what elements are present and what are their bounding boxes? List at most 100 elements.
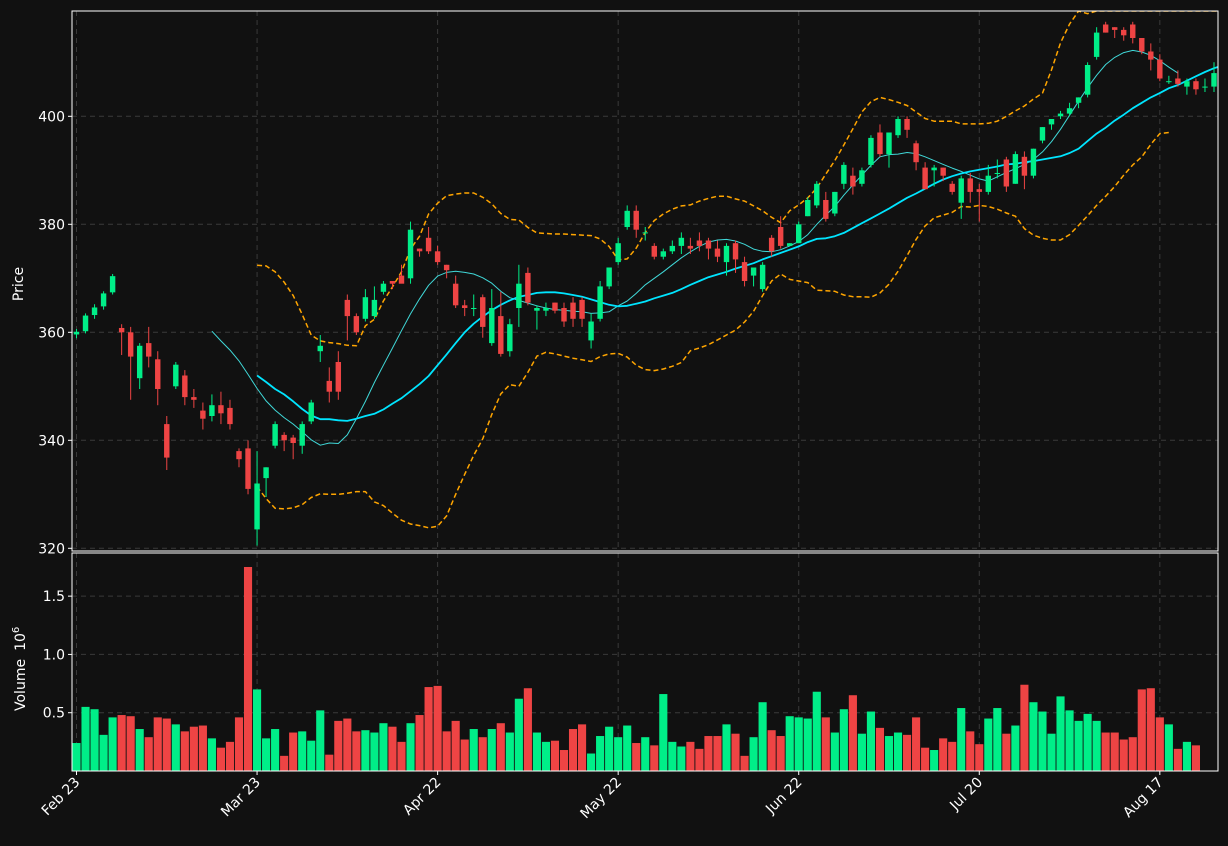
candle-body bbox=[1003, 159, 1010, 187]
candle-body bbox=[606, 267, 612, 287]
volume-bar bbox=[81, 706, 90, 771]
candle-body bbox=[516, 283, 522, 308]
volume-bar bbox=[72, 743, 81, 771]
volume-bar bbox=[352, 731, 361, 771]
volume-bar bbox=[731, 733, 740, 771]
volume-bar bbox=[1119, 739, 1128, 771]
price-tick-label: 360 bbox=[38, 325, 65, 341]
candle-body bbox=[425, 237, 432, 252]
volume-bar bbox=[1155, 717, 1164, 771]
volume-bar bbox=[749, 737, 758, 771]
candle-body bbox=[254, 483, 260, 530]
volume-bar bbox=[460, 739, 469, 771]
volume-bar bbox=[289, 732, 298, 771]
candle-body bbox=[976, 189, 982, 192]
volume-bar bbox=[830, 732, 839, 771]
volume-bar bbox=[1011, 725, 1020, 771]
candle-body bbox=[1175, 78, 1181, 84]
candle-body bbox=[164, 424, 170, 458]
volume-bar bbox=[767, 730, 776, 771]
candle-body bbox=[182, 375, 188, 398]
volume-bar bbox=[848, 695, 857, 771]
candle-body bbox=[750, 267, 757, 276]
candle-body bbox=[73, 331, 80, 335]
candle-body bbox=[155, 359, 161, 389]
volume-bar bbox=[966, 731, 975, 771]
volume-bar bbox=[948, 741, 957, 771]
volume-bar bbox=[108, 717, 117, 771]
volume-bar bbox=[623, 725, 632, 771]
volume-bar bbox=[370, 732, 379, 771]
volume-bar bbox=[1083, 713, 1092, 771]
candle-body bbox=[308, 402, 314, 422]
candle-body bbox=[759, 264, 766, 290]
volume-bar bbox=[695, 748, 704, 771]
candle-body bbox=[127, 332, 134, 357]
candle-body bbox=[245, 448, 251, 489]
candle-body bbox=[543, 308, 549, 311]
volume-bar bbox=[577, 724, 587, 771]
volume-bar bbox=[424, 687, 433, 771]
candle-body bbox=[227, 407, 233, 425]
candle-body bbox=[660, 251, 667, 257]
candle-body bbox=[814, 183, 820, 206]
volume-bar bbox=[984, 718, 993, 771]
candle-body bbox=[786, 243, 793, 246]
candle-body bbox=[714, 248, 721, 257]
candle-body bbox=[118, 327, 125, 333]
candle-body bbox=[841, 164, 847, 184]
price-panel-frame bbox=[71, 10, 1219, 552]
volume-bar bbox=[487, 729, 496, 771]
volume-bar bbox=[975, 744, 984, 771]
candle-body bbox=[398, 275, 405, 284]
candle-body bbox=[317, 345, 323, 352]
candle-body bbox=[732, 243, 739, 260]
candle-body bbox=[100, 293, 107, 307]
candle-body bbox=[796, 224, 802, 244]
candle-body bbox=[913, 143, 919, 163]
volume-bar bbox=[1056, 696, 1065, 771]
volume-bar bbox=[307, 740, 316, 771]
volume-bar bbox=[433, 685, 442, 771]
volume-bar bbox=[568, 729, 578, 771]
volume-bar bbox=[126, 716, 135, 771]
candle-body bbox=[777, 227, 784, 246]
volume-bar bbox=[939, 738, 948, 771]
candle-body bbox=[1030, 148, 1037, 176]
candle-body bbox=[416, 248, 423, 252]
candle-body bbox=[642, 232, 648, 234]
candle-body bbox=[958, 178, 964, 203]
volume-bar bbox=[596, 736, 605, 771]
volume-bar bbox=[117, 715, 126, 771]
candle-body bbox=[1148, 51, 1154, 60]
volume-bar bbox=[668, 741, 677, 771]
candle-body bbox=[1130, 24, 1136, 38]
candle-body bbox=[362, 297, 369, 319]
volume-bar bbox=[1092, 720, 1101, 771]
volume-bar bbox=[442, 731, 451, 771]
candle-body bbox=[507, 324, 513, 352]
candle-body bbox=[570, 302, 576, 319]
price-tick-label: 400 bbox=[38, 109, 65, 125]
candle-body bbox=[859, 170, 865, 184]
candle-body bbox=[335, 362, 342, 392]
candle-body bbox=[1166, 81, 1172, 83]
volume-bar bbox=[144, 737, 153, 771]
candle-body bbox=[633, 210, 639, 230]
volume-bar bbox=[271, 729, 280, 771]
volume-bar bbox=[180, 731, 189, 771]
candle-body bbox=[805, 200, 811, 217]
volume-bar bbox=[361, 730, 370, 771]
candle-body bbox=[850, 175, 856, 187]
volume-bar bbox=[99, 734, 108, 771]
candle-body bbox=[768, 237, 775, 252]
candle-body bbox=[380, 283, 387, 292]
volume-bar bbox=[523, 688, 532, 771]
candle-body bbox=[236, 451, 242, 460]
volume-bar bbox=[1128, 737, 1137, 771]
candle-body bbox=[561, 308, 567, 322]
volume-bar bbox=[686, 741, 695, 771]
volume-bar bbox=[740, 755, 749, 771]
price-tick-label: 380 bbox=[38, 217, 65, 233]
